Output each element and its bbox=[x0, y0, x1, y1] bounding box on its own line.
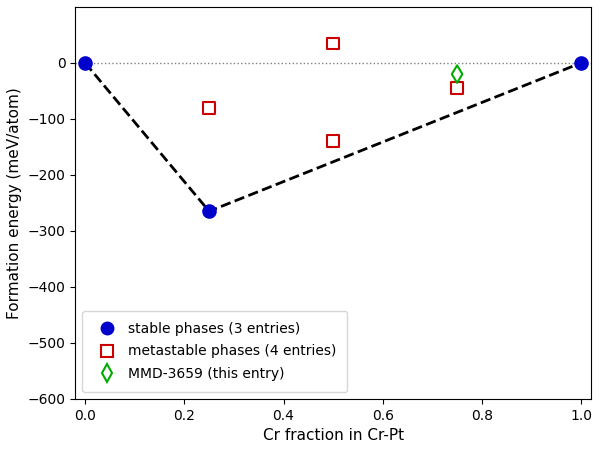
Point bbox=[576, 59, 586, 67]
Point bbox=[328, 138, 338, 145]
Y-axis label: Formation energy (meV/atom): Formation energy (meV/atom) bbox=[7, 87, 22, 319]
Legend: stable phases (3 entries), metastable phases (4 entries), MMD-3659 (this entry): stable phases (3 entries), metastable ph… bbox=[82, 311, 347, 392]
Point bbox=[452, 71, 462, 78]
X-axis label: Cr fraction in Cr-Pt: Cr fraction in Cr-Pt bbox=[263, 428, 404, 443]
Point bbox=[205, 207, 214, 215]
Point bbox=[205, 104, 214, 111]
Point bbox=[452, 85, 462, 92]
Point bbox=[80, 59, 90, 67]
Point bbox=[328, 40, 338, 47]
